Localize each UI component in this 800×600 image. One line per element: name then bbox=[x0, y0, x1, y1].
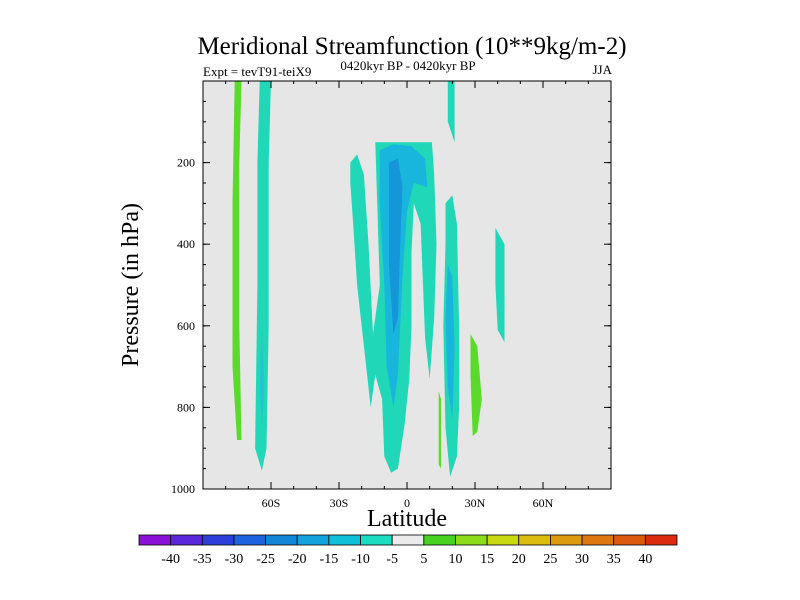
colorbar-box bbox=[328, 534, 361, 546]
x-tick-label: 0 bbox=[404, 496, 410, 510]
y-tick-label: 200 bbox=[177, 156, 195, 170]
x-tick-label: 30N bbox=[465, 496, 486, 510]
contour-region-9 bbox=[445, 264, 455, 420]
colorbar-box bbox=[170, 534, 203, 546]
colorbar-tick-label: -25 bbox=[256, 552, 275, 567]
contour-region-7 bbox=[447, 81, 455, 143]
colorbar-box bbox=[550, 534, 583, 546]
colorbar-tick-label: -30 bbox=[225, 552, 244, 567]
y-tick-label: 800 bbox=[177, 400, 195, 414]
colorbar-tick-label: 15 bbox=[480, 552, 494, 567]
season-label: JJA bbox=[592, 62, 612, 77]
contour-region-1 bbox=[232, 81, 242, 440]
x-tick-label: 30S bbox=[330, 496, 349, 510]
contour-region-10 bbox=[470, 334, 482, 436]
colorbar-box bbox=[391, 534, 425, 546]
contour-region-12 bbox=[438, 391, 441, 469]
contour-region-11 bbox=[495, 227, 505, 343]
experiment-label: Expt = tevT91-teiX9 bbox=[203, 64, 311, 79]
y-axis-label: Pressure (in hPa) bbox=[118, 203, 144, 367]
colorbar-tick-label: 35 bbox=[607, 552, 621, 567]
contour-region-2 bbox=[255, 81, 271, 471]
contour-region-3 bbox=[259, 325, 265, 428]
colorbar-tick-label: -35 bbox=[193, 552, 212, 567]
colorbar-tick-label: -40 bbox=[161, 552, 180, 567]
colorbar-box bbox=[486, 534, 520, 546]
colorbar-box bbox=[138, 534, 172, 546]
y-tick-label: 600 bbox=[177, 319, 195, 333]
colorbar-box bbox=[201, 534, 235, 546]
colorbar-box bbox=[423, 534, 456, 546]
colorbar-tick-label: 10 bbox=[448, 552, 462, 567]
time-range-label: 0420kyr BP - 0420kyr BP bbox=[340, 58, 475, 73]
colorbar-tick-label: 40 bbox=[638, 552, 652, 567]
colorbar-tick-label: -10 bbox=[351, 552, 370, 567]
colorbar-box bbox=[296, 534, 330, 546]
y-tick-label: 400 bbox=[177, 237, 195, 251]
chart-title: Meridional Streamfunction (10**9kg/m-2) bbox=[197, 33, 626, 60]
colorbar-box bbox=[265, 534, 298, 546]
colorbar-box bbox=[613, 534, 646, 546]
colorbar-box bbox=[581, 534, 615, 546]
colorbar-box bbox=[233, 534, 266, 546]
colorbar-tick-label: -15 bbox=[320, 552, 339, 567]
colorbar-box bbox=[360, 534, 393, 546]
contour-region-6 bbox=[388, 158, 403, 334]
colorbar-tick-label: -5 bbox=[386, 552, 398, 567]
colorbar-box bbox=[455, 534, 488, 546]
colorbar-tick-label: -20 bbox=[288, 552, 307, 567]
x-tick-label: 60N bbox=[533, 496, 554, 510]
x-axis-label: Latitude bbox=[367, 506, 447, 532]
colorbar-tick-label: 20 bbox=[512, 552, 526, 567]
colorbar-box bbox=[644, 534, 678, 546]
colorbar-tick-label: 25 bbox=[543, 552, 557, 567]
x-tick-label: 60S bbox=[262, 496, 281, 510]
colorbar-tick-label: 5 bbox=[420, 552, 427, 567]
colorbar-tick-label: 30 bbox=[575, 552, 589, 567]
y-tick-label: 1000 bbox=[171, 482, 195, 496]
colorbar-box bbox=[518, 534, 551, 546]
